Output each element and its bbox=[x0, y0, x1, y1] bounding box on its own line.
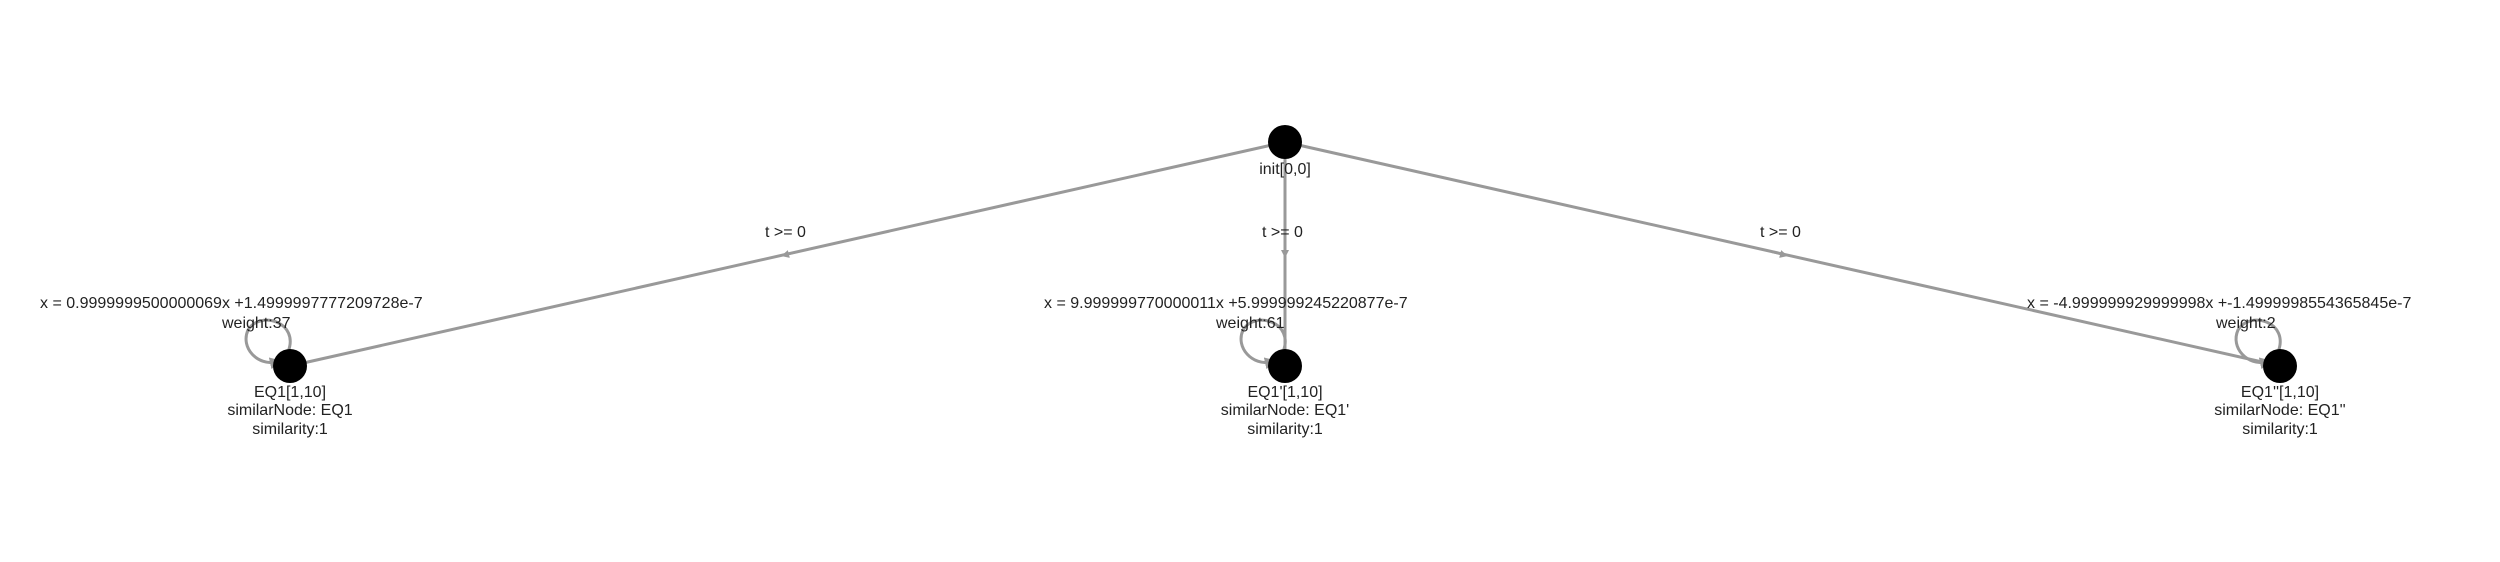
node-label: init[0,0] bbox=[1259, 161, 1311, 178]
node-similar-label: similarNode: EQ1' bbox=[1221, 402, 1349, 419]
loop-weight-label: weight:2 bbox=[2215, 315, 2276, 332]
edge-guard-label: t >= 0 bbox=[765, 224, 806, 241]
self-loop-eq1[interactable]: x = 0.9999999500000069x +1.4999997777209… bbox=[40, 295, 423, 370]
node-label: EQ1'[1,10] bbox=[1247, 384, 1322, 401]
node-eq1-double-prime[interactable]: EQ1''[1,10] similarNode: EQ1'' similarit… bbox=[2214, 349, 2346, 438]
node-similar-label: similarNode: EQ1 bbox=[227, 402, 352, 419]
edge-guard-label: t >= 0 bbox=[1760, 224, 1801, 241]
edge-init-to-eq1[interactable]: t >= 0 bbox=[289, 140, 1286, 368]
node-eq1[interactable]: EQ1[1,10] similarNode: EQ1 similarity:1 bbox=[227, 349, 353, 438]
loop-equation-label: x = 9.999999770000011x +5.99999924522087… bbox=[1044, 295, 1408, 312]
loop-weight-label: weight:61 bbox=[1215, 315, 1285, 332]
edge-init-to-eq1-double-prime[interactable]: t >= 0 bbox=[1284, 140, 2281, 368]
edge-init-to-eq1-prime[interactable]: t >= 0 bbox=[1262, 142, 1303, 366]
node-similarity-label: similarity:1 bbox=[1247, 421, 1323, 438]
loop-weight-label: weight:37 bbox=[221, 315, 291, 332]
self-loop-eq1-double-prime[interactable]: x = -4.999999929999998x +-1.499999855436… bbox=[2027, 295, 2411, 370]
node-similarity-label: similarity:1 bbox=[2242, 421, 2318, 438]
node-eq1-prime[interactable]: EQ1'[1,10] similarNode: EQ1' similarity:… bbox=[1221, 349, 1349, 438]
node-label: EQ1''[1,10] bbox=[2241, 384, 2319, 401]
loop-equation-label: x = 0.9999999500000069x +1.4999997777209… bbox=[40, 295, 423, 312]
loop-equation-label: x = -4.999999929999998x +-1.499999855436… bbox=[2027, 295, 2411, 312]
node-init[interactable]: init[0,0] bbox=[1259, 125, 1311, 178]
node-similar-label: similarNode: EQ1'' bbox=[2214, 402, 2345, 419]
node-similarity-label: similarity:1 bbox=[252, 421, 328, 438]
node-label: EQ1[1,10] bbox=[254, 384, 326, 401]
edge-guard-label: t >= 0 bbox=[1262, 224, 1303, 241]
self-loop-eq1-prime[interactable]: x = 9.999999770000011x +5.99999924522087… bbox=[1044, 295, 1408, 370]
